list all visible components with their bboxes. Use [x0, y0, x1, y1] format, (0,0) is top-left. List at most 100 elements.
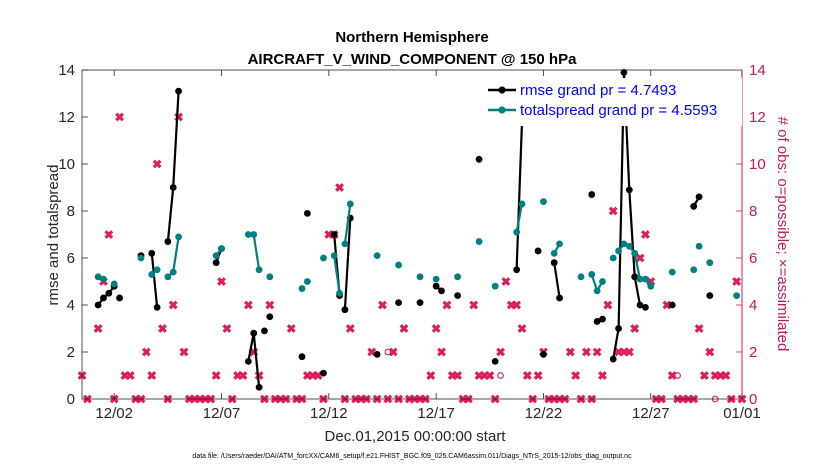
rmse-line-segment [553, 262, 561, 299]
rmse-point [100, 294, 107, 302]
y-axis-left-label: rmse and totalspread [45, 165, 62, 306]
totalspread-point [266, 273, 274, 281]
rmse-point [534, 247, 542, 255]
rmse-point [164, 238, 172, 245]
obs-assimilated-stroke [571, 371, 581, 380]
obs-assimilated-stroke [93, 324, 103, 333]
totalspread-point [212, 252, 220, 260]
rmse-point [261, 327, 268, 335]
x-tick-label: 12/27 [632, 405, 670, 422]
rmse-point [395, 299, 402, 307]
totalspread-point [336, 289, 343, 297]
totalspread-point [255, 266, 263, 274]
totalspread-line-segment [333, 255, 341, 294]
totalspread-line-segment [343, 203, 352, 245]
totalspread-series [94, 198, 741, 299]
rmse-point [690, 202, 698, 210]
rmse-point [599, 315, 606, 323]
obs-assimilated-stroke [399, 324, 409, 333]
totalspread-point [373, 252, 381, 260]
obs-assimilated-marker [125, 371, 135, 380]
rmse-point [373, 350, 381, 358]
rmse-point [615, 325, 622, 332]
totalspread-point [432, 275, 440, 283]
totalspread-point [164, 273, 172, 281]
totalspread-point [341, 240, 349, 248]
obs-assimilated-stroke [700, 371, 709, 380]
obs-assimilated-marker [115, 112, 124, 122]
x-axis-label: Dec.01,2015 00:00:00 start [325, 428, 507, 445]
totalspread-point [94, 273, 102, 281]
rmse-line-segment [97, 285, 116, 306]
totalspread-point [100, 275, 107, 283]
y-tick-label-left: 8 [67, 203, 75, 220]
obs-assimilated-stroke [533, 371, 543, 380]
obs-assimilated-stroke [431, 324, 441, 333]
x-tick-label: 12/22 [525, 405, 563, 422]
rmse-point [116, 294, 123, 302]
y-tick-label-left: 4 [67, 297, 75, 314]
obs-assimilated-stroke [453, 371, 463, 380]
obs-assimilated-marker [571, 371, 581, 380]
rmse-point [438, 287, 445, 295]
obs-possible-marker [384, 348, 392, 356]
obs-assimilated-stroke [705, 347, 715, 357]
rmse-point [706, 292, 714, 299]
obs-assimilated-stroke [388, 347, 398, 357]
y-tick-label-right: 0 [749, 391, 757, 408]
obs-assimilated-marker [694, 324, 704, 333]
totalspread-point [609, 254, 617, 262]
obs-assimilated-stroke [608, 206, 618, 216]
totalspread-point [330, 252, 338, 260]
obs-assimilated-stroke [345, 324, 355, 333]
obs-assimilated-stroke [243, 300, 253, 310]
obs-assimilated-stroke [217, 277, 226, 286]
rmse-point [454, 292, 462, 299]
legend-totalspread-label: totalspread grand pr = 4.5593 [520, 102, 717, 119]
obs-assimilated-stroke [469, 300, 479, 310]
obs-assimilated-stroke [732, 277, 742, 286]
obs-assimilated-marker [469, 300, 479, 310]
rmse-point [330, 231, 338, 238]
legend-rmse-marker [498, 86, 506, 94]
obs-assimilated-marker [496, 347, 505, 357]
obs-assimilated-marker [700, 371, 709, 380]
obs-assimilated-stroke [141, 347, 151, 357]
obs-assimilated-stroke [581, 347, 591, 357]
obs-assimilated-marker [158, 324, 167, 333]
obs-assimilated-stroke [286, 324, 296, 333]
obs-assimilated-marker [93, 324, 103, 333]
obs-assimilated-marker [517, 324, 527, 333]
totalspread-point [491, 282, 499, 290]
obs-assimilated-marker [286, 324, 296, 333]
totalspread-point [153, 266, 161, 274]
rmse-point [105, 289, 113, 297]
rmse-point [588, 191, 596, 198]
obs-assimilated-marker [426, 371, 436, 380]
obs-assimilated-stroke [378, 300, 387, 310]
totalspread-point [320, 254, 327, 262]
obs-assimilated-marker [431, 324, 441, 333]
totalspread-point [642, 275, 649, 283]
obs-assimilated-marker [378, 300, 387, 310]
y-tick-label-right: 10 [749, 156, 766, 173]
y-tick-label-right: 4 [749, 297, 757, 314]
totalspread-point [615, 247, 622, 255]
y-tick-label-left: 14 [58, 62, 75, 79]
obs-assimilated-marker [104, 230, 114, 239]
obs-assimilated-marker [512, 300, 522, 310]
totalspread-point [577, 273, 585, 281]
legend-totalspread-marker [498, 106, 506, 114]
obs-assimilated-marker [265, 300, 275, 310]
obs-assimilated-marker [152, 159, 162, 169]
rmse-point [475, 155, 483, 163]
rmse-series [94, 68, 714, 391]
rmse-point [153, 303, 161, 311]
obs-assimilated-stroke [630, 324, 640, 333]
obs-assimilated-marker [598, 371, 607, 380]
obs-assimilated-marker [388, 347, 398, 357]
rmse-point [550, 259, 558, 267]
totalspread-point [169, 268, 177, 276]
y-tick-label-left: 2 [67, 344, 75, 361]
obs-assimilated-marker [179, 347, 189, 357]
